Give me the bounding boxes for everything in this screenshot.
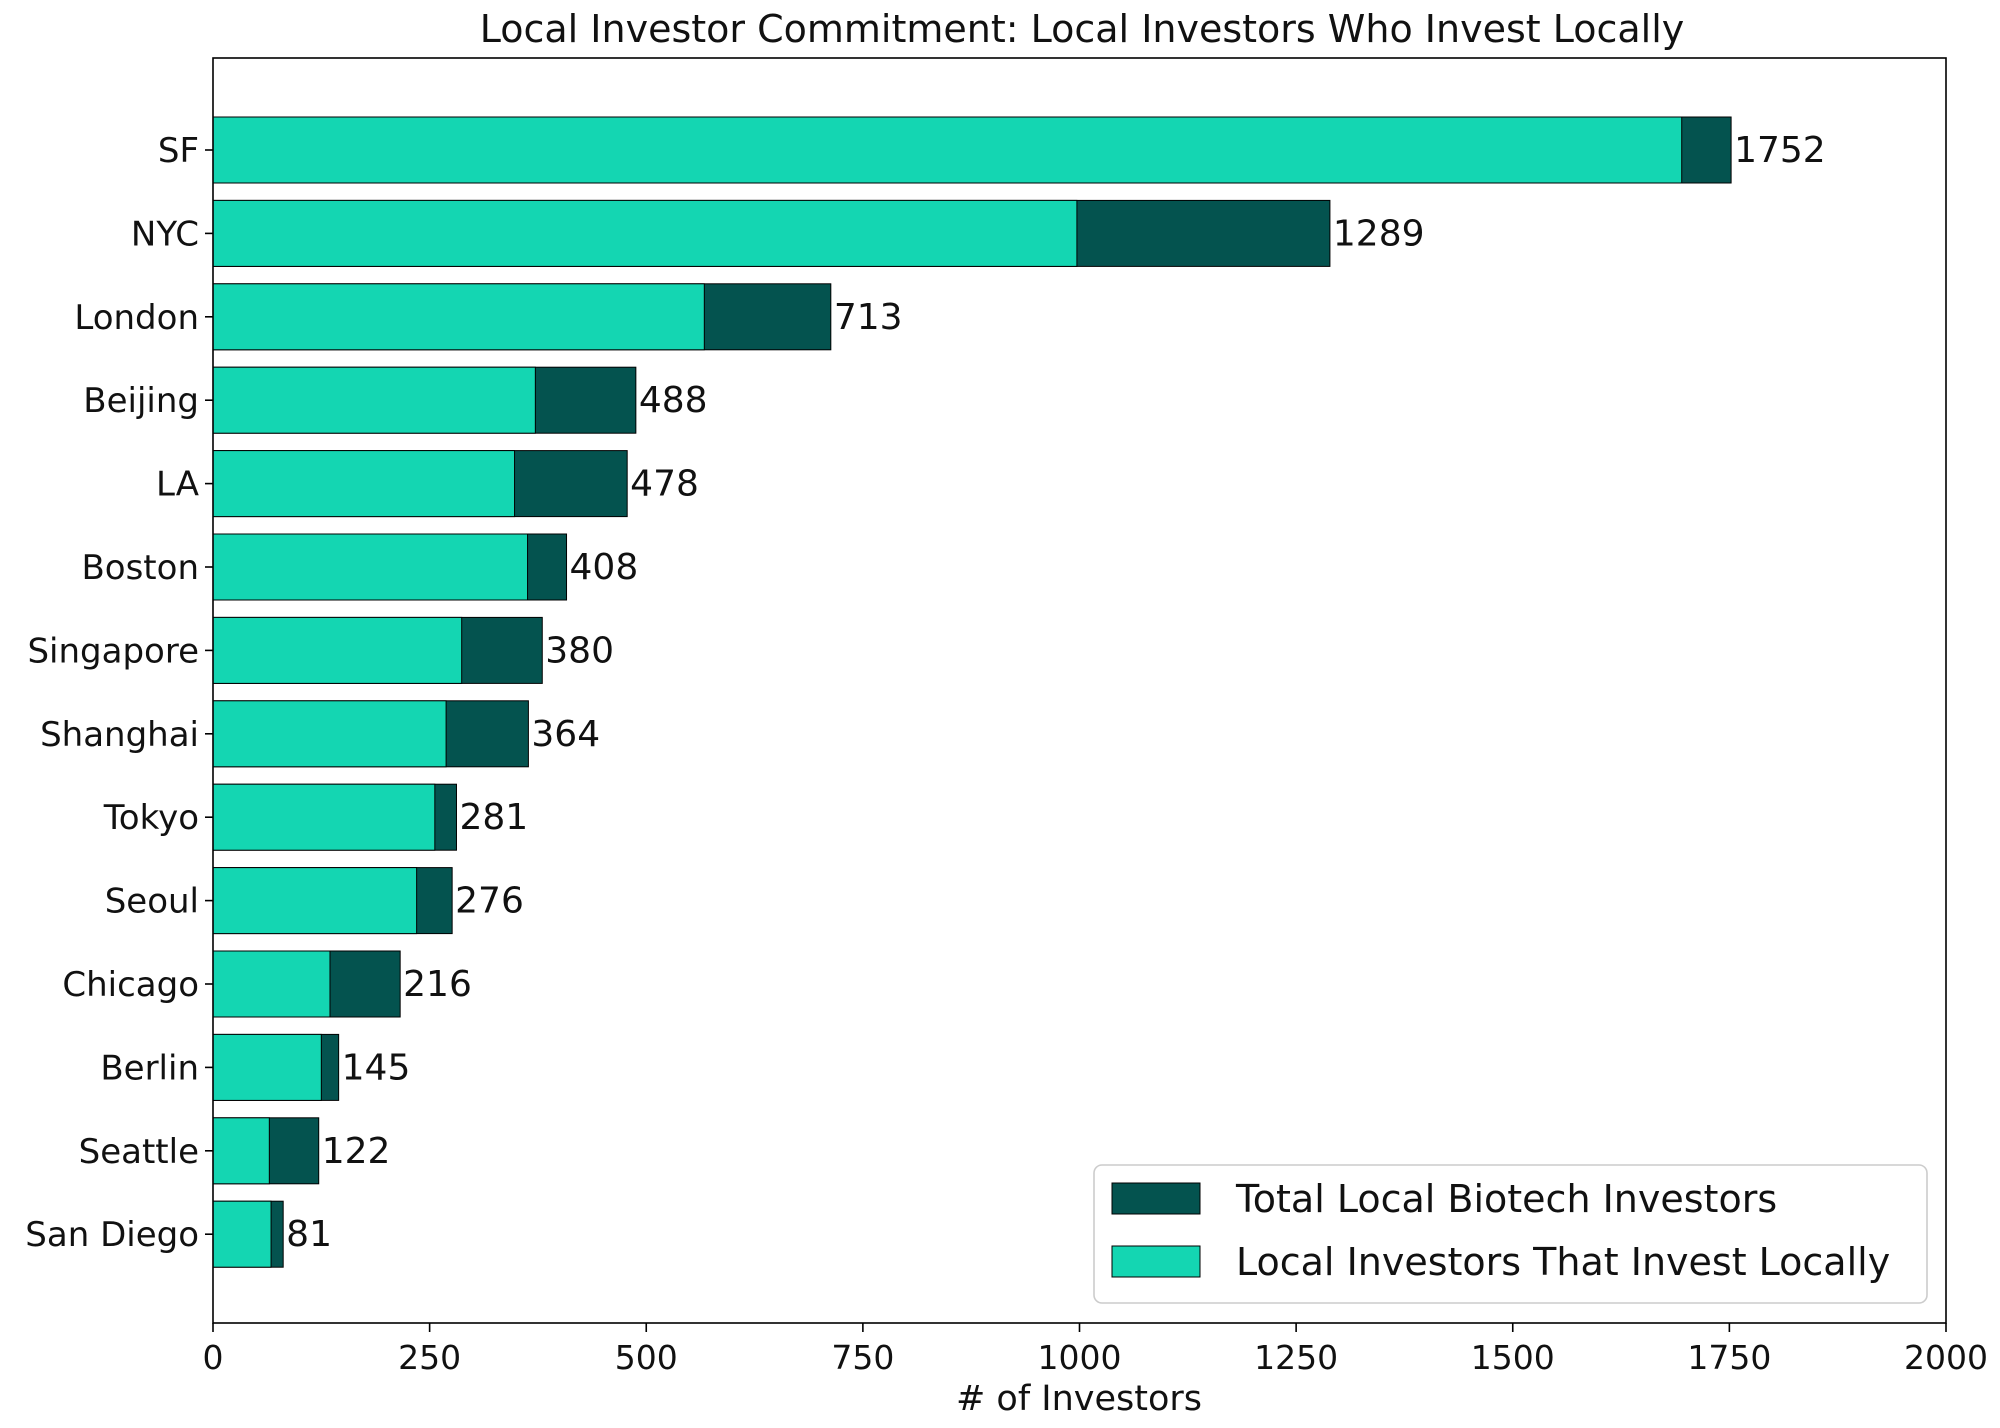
y-tick-label: San Diego xyxy=(25,1215,199,1255)
legend-swatch xyxy=(1111,1182,1201,1215)
y-tick-label: Beijing xyxy=(83,381,199,421)
data-label: 281 xyxy=(459,797,528,838)
y-tick-label: Singapore xyxy=(27,631,199,671)
y-tick-labels: SF NYC London Beijing LA Boston Singapore Shang… xyxy=(25,131,213,1255)
y-tick-label: Berlin xyxy=(100,1048,199,1088)
bars-group xyxy=(212,116,1732,1268)
data-label: 81 xyxy=(286,1214,332,1255)
data-label: 276 xyxy=(455,881,524,922)
x-tick-label: 1000 xyxy=(1038,1338,1122,1377)
data-label: 478 xyxy=(630,464,699,505)
chart-title: Local Investor Commitment: Local Investo… xyxy=(480,7,1685,51)
y-tick-label: Tokyo xyxy=(103,798,199,838)
legend-label: Local Investors That Invest Locally xyxy=(1236,1240,1890,1284)
legend-label: Total Local Biotech Investors xyxy=(1235,1177,1777,1221)
x-tick-label: 1500 xyxy=(1471,1338,1555,1377)
y-tick-label: London xyxy=(74,298,199,338)
y-tick-label: Seattle xyxy=(79,1132,199,1172)
bar-local-nyc xyxy=(212,199,1078,267)
data-label: 1752 xyxy=(1734,130,1826,171)
y-tick-label: Seoul xyxy=(105,882,199,922)
x-tick-label: 1250 xyxy=(1254,1338,1338,1377)
bar-local-sf xyxy=(212,116,1683,184)
data-label: 216 xyxy=(403,964,472,1005)
bar-local-berlin xyxy=(212,1033,322,1101)
legend: Total Local Biotech Investors Local Inves… xyxy=(1093,1164,1928,1304)
x-tick-label: 250 xyxy=(398,1338,461,1377)
data-label: 713 xyxy=(834,297,903,338)
bar-local-singapore xyxy=(212,616,463,684)
data-labels: 1752 1289 713 488 478 408 380 364 281 276 216 145 12… xyxy=(286,130,1826,1255)
bar-local-la xyxy=(212,450,516,518)
bar-local-london xyxy=(212,283,705,351)
data-label: 380 xyxy=(545,630,614,671)
legend-frame xyxy=(1093,1164,1928,1304)
bar-local-seattle xyxy=(212,1117,270,1185)
legend-swatch xyxy=(1111,1245,1201,1278)
y-tick-label: LA xyxy=(156,465,199,505)
x-tick-label: 0 xyxy=(203,1338,224,1377)
x-tick-label: 2000 xyxy=(1904,1338,1988,1377)
x-tick-label: 1750 xyxy=(1687,1338,1771,1377)
y-tick-label: SF xyxy=(158,131,199,171)
bar-local-tokyo xyxy=(212,783,436,851)
data-label: 1289 xyxy=(1333,213,1425,254)
plot-frame xyxy=(212,57,1947,1324)
bar-local-shanghai xyxy=(212,700,447,768)
x-tick-label: 500 xyxy=(615,1338,678,1377)
data-label: 364 xyxy=(531,714,600,755)
data-label: 122 xyxy=(322,1131,391,1172)
x-axis-label: # of Investors xyxy=(956,1379,1202,1419)
bar-local-san-diego xyxy=(212,1200,272,1268)
bar-local-beijing xyxy=(212,366,536,434)
bar-local-seoul xyxy=(212,867,418,935)
data-label: 488 xyxy=(639,380,708,421)
data-label: 408 xyxy=(570,547,639,588)
bar-local-chicago xyxy=(212,950,331,1018)
bar-local-boston xyxy=(212,533,529,601)
x-axis: 0 250 500 750 1000 1250 1500 1750 2000 xyxy=(203,1323,1988,1377)
y-tick-label: Shanghai xyxy=(40,715,199,755)
data-label: 145 xyxy=(342,1047,411,1088)
x-tick-label: 750 xyxy=(831,1338,894,1377)
y-tick-label: Chicago xyxy=(62,965,199,1005)
y-tick-label: NYC xyxy=(131,214,199,254)
y-tick-label: Boston xyxy=(81,548,199,588)
